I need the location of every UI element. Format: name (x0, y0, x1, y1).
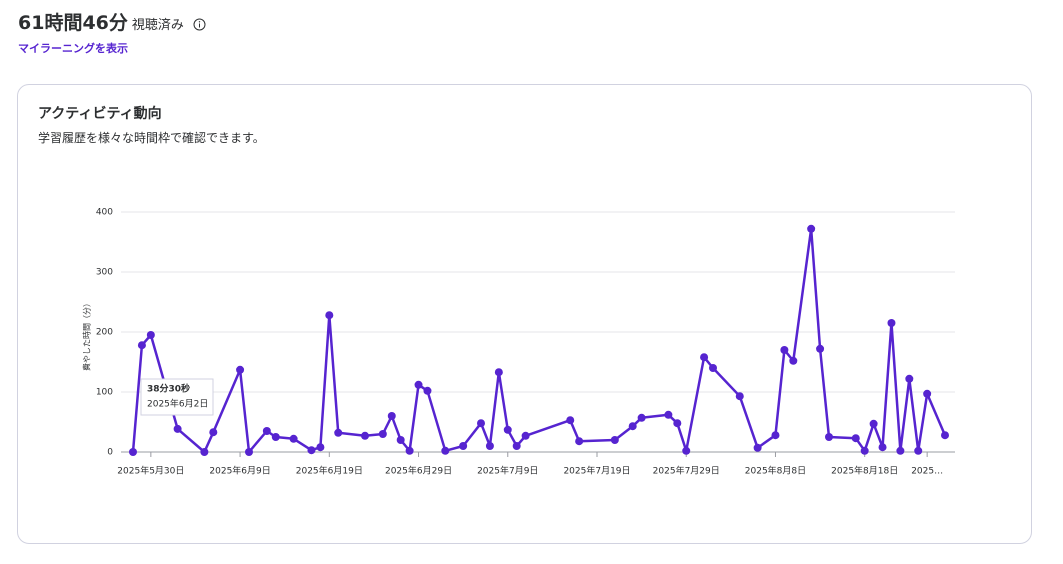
y-tick-label: 300 (96, 268, 113, 278)
data-point (575, 437, 584, 446)
card-subtitle: 学習履歴を様々な時間枠で確認できます。 (38, 131, 265, 145)
data-point (200, 448, 209, 456)
data-point (753, 443, 762, 452)
data-point (485, 442, 494, 450)
total-time: 61時間46分 (18, 12, 128, 34)
data-point (414, 380, 423, 389)
data-point (307, 446, 316, 455)
data-point (173, 424, 182, 433)
x-tick-label: 2025年8月18日 (831, 465, 898, 477)
data-point (262, 427, 271, 435)
data-point (771, 431, 780, 440)
data-point (682, 446, 691, 455)
data-point (914, 446, 923, 455)
data-point (146, 331, 155, 339)
data-point (521, 431, 530, 440)
data-point (245, 448, 253, 456)
data-point (878, 443, 887, 452)
data-point (361, 431, 369, 440)
data-point (709, 364, 717, 372)
tooltip-box (140, 378, 214, 416)
data-point (378, 430, 387, 438)
y-tick-label: 100 (96, 388, 113, 398)
data-point (637, 413, 646, 422)
data-point (423, 386, 432, 395)
data-point (209, 428, 218, 437)
tooltip-value: 38分30秒 (147, 383, 190, 395)
data-point (316, 443, 325, 452)
x-tick-label: 2025年6月19日 (296, 465, 363, 477)
data-point (503, 425, 512, 434)
y-axis-label: 費やした時間（分） (82, 299, 92, 371)
watched-label: 視聴済み (131, 18, 184, 33)
x-tick-label: 2025年6月9日 (209, 465, 270, 477)
activity-card: アクティビティ動向 学習履歴を様々な時間枠で確認できます。 (17, 84, 1032, 544)
data-point (271, 433, 280, 441)
data-point (941, 431, 949, 440)
info-icon[interactable] (193, 18, 206, 31)
data-point (512, 442, 521, 450)
data-point (628, 422, 637, 431)
data-point (236, 365, 245, 374)
y-tick-label: 200 (96, 328, 113, 338)
data-point (780, 346, 789, 354)
data-point (387, 412, 396, 420)
my-learning-link[interactable]: マイラーニングを表示 (18, 42, 128, 55)
data-point (887, 319, 896, 327)
data-point (405, 446, 414, 455)
data-point (396, 436, 405, 444)
y-tick-label: 400 (96, 208, 113, 218)
data-point (566, 416, 575, 425)
data-point (610, 436, 619, 444)
data-point (735, 392, 744, 401)
x-tick-label: 2025年7月29日 (653, 465, 720, 477)
data-point (789, 356, 798, 365)
data-point (851, 434, 860, 443)
x-tick-label: 2025… (911, 467, 943, 477)
tooltip: 38分30秒 2025年6月2日 (140, 378, 214, 416)
data-line (131, 227, 947, 454)
x-tick-label: 2025年5月30日 (117, 465, 184, 477)
data-point (664, 410, 673, 419)
data-point (807, 224, 816, 233)
data-point (325, 311, 334, 320)
data-point (905, 374, 914, 383)
data-point (477, 419, 485, 428)
data-point (816, 344, 825, 353)
data-point (860, 446, 869, 455)
data-point (494, 368, 503, 377)
data-point (334, 428, 343, 437)
tooltip-date: 2025年6月2日 (147, 398, 208, 410)
x-tick-label: 2025年7月9日 (477, 465, 538, 477)
data-point (825, 433, 833, 441)
data-point (129, 448, 137, 456)
data-point (869, 419, 878, 428)
data-point (700, 353, 709, 362)
data-point (673, 419, 682, 428)
data-point (896, 446, 905, 455)
data-point (289, 434, 298, 443)
y-tick-label: 0 (107, 448, 113, 458)
x-tick-label: 2025年7月19日 (563, 465, 630, 477)
data-point (923, 389, 932, 398)
card-title: アクティビティ動向 (38, 106, 162, 122)
data-point (459, 442, 468, 450)
header: 61時間46分 視聴済み (18, 8, 206, 35)
x-tick-label: 2025年8月8日 (745, 465, 806, 477)
data-point (441, 446, 450, 455)
x-tick-label: 2025年6月29日 (385, 465, 452, 477)
data-point (137, 341, 146, 350)
